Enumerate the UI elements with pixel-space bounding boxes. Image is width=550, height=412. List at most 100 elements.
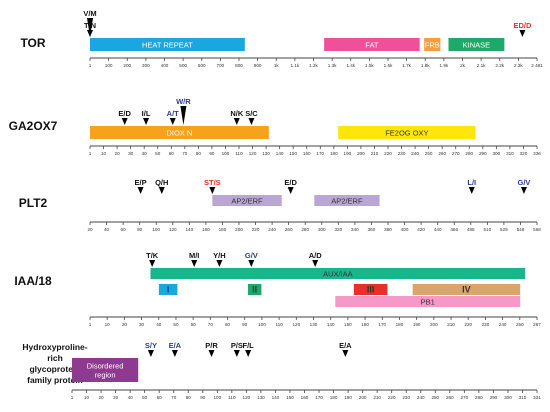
axis-tick-label: 240 (268, 227, 276, 232)
axis-tick-label: 50 (142, 395, 148, 400)
mutation-marker (216, 260, 223, 267)
axis-tick-label: 20 (87, 227, 93, 232)
domain-label: FE2OG OXY (385, 129, 428, 138)
axis-tick-label: 20 (99, 395, 105, 400)
gene-label-ga2ox7: GA2OX7 (9, 119, 58, 133)
domain-label: IV (462, 285, 471, 295)
mutation-marker (180, 106, 187, 125)
axis-tick-label: 80 (196, 151, 202, 156)
axis-tick-label: 140 (272, 395, 280, 400)
domain-label-line: AP2/ERF (331, 197, 363, 206)
domain-label: III (367, 285, 375, 295)
domain-label-line: FE2OG OXY (385, 129, 428, 138)
axis-tick-label: 100 (213, 395, 221, 400)
axis-tick-label: 120 (243, 395, 251, 400)
axis-tick-label: 180 (396, 322, 404, 327)
axis-tick-label: 210 (447, 322, 455, 327)
axis-tick-label: 190 (344, 395, 352, 400)
gene-label-line: Hydroxyproline- (22, 342, 87, 352)
mutation-label: P/S (231, 341, 243, 350)
axis-tick-label: 2.2k (495, 63, 504, 68)
domain-kinase (448, 38, 505, 51)
domain-frb (424, 38, 441, 51)
domain-pb1 (335, 296, 521, 307)
axis-tick-label: 300 (318, 227, 326, 232)
mutation-label: E/A (169, 341, 182, 350)
axis-tick-label: 420 (417, 227, 425, 232)
mutation-label: E/D (284, 178, 297, 187)
axis-tick-label: 1.2k (309, 63, 318, 68)
mutation-label: Q/H (155, 178, 168, 187)
domain-label-line: FAT (365, 41, 379, 50)
axis-tick-label: 20 (115, 151, 121, 156)
axis-tick-label: 210 (371, 151, 379, 156)
axis-tick-label: 380 (384, 227, 392, 232)
mutation-marker (245, 350, 252, 357)
gene-label-line: rich (47, 353, 63, 363)
axis-tick-label: 331 (533, 395, 541, 400)
axis-tick-label: 250 (516, 322, 524, 327)
gene-label-line: family protein (27, 375, 83, 385)
mutation-label: E/P (135, 178, 147, 187)
axis-tick-label: 100 (258, 322, 266, 327)
gene-track-hrgp: Hydroxyproline-rich glycoprotein family pr… (22, 341, 541, 400)
axis-tick-label: 160 (301, 395, 309, 400)
mutation-label: T/K (146, 251, 159, 260)
mutation-marker (143, 118, 150, 125)
axis-tick-label: 230 (402, 395, 410, 400)
axis-tick-label: 70 (171, 395, 177, 400)
axis-tick-label: 1 (89, 322, 92, 327)
mutation-label: A/D (309, 251, 323, 260)
domain-label: AP2/ERF (331, 197, 363, 206)
axis-tick-label: 1.3k (328, 63, 337, 68)
axis-tick-label: 1.4k (346, 63, 355, 68)
axis-tick-label: 250 (425, 151, 433, 156)
axis-tick-label: 1.8k (421, 63, 430, 68)
gene-label-line: PLT2 (19, 196, 48, 210)
domain-label-line: AUX/IAA (323, 270, 353, 279)
mutation-label: I/L (142, 109, 151, 118)
axis-tick-label: 568 (533, 227, 541, 232)
axis-tick-label: 1.1k (291, 63, 300, 68)
axis-tick-label: 40 (128, 395, 134, 400)
axis-tick-label: 80 (137, 227, 143, 232)
domain-label-line: II (252, 285, 257, 295)
mutation-label: P/R (205, 341, 218, 350)
mutation-label: M/I (189, 251, 199, 260)
axis-tick-label: 220 (388, 395, 396, 400)
axis-tick-label: 40 (104, 227, 110, 232)
domain-iii (353, 284, 388, 295)
axis-tick-label: 200 (123, 63, 131, 68)
axis-tick-label: 529 (500, 227, 508, 232)
mutation-marker (519, 30, 526, 37)
domain-label: II (252, 285, 257, 295)
axis-tick-label: 1.6k (384, 63, 393, 68)
gene-track-iaa18: IAA/181 10 20 30 40 50 60 70 80 90 100 110 120 130 140… (14, 251, 541, 327)
axis-tick-label: 1k (274, 63, 280, 68)
gene-track-plt2: PLT2 20 40 60 80 100 120 140 160 180 200 220 240 260 2… (19, 178, 542, 232)
axis-tick-label: 800 (235, 63, 243, 68)
axis-tick-label: 280 (301, 227, 309, 232)
axis-tick-label: 160 (361, 322, 369, 327)
axis-tick-label: 2k (460, 63, 466, 68)
domain-label: PB1 (421, 298, 435, 307)
mutation-label: S/C (245, 109, 258, 118)
gene-label-plt2: PLT2 (19, 196, 48, 210)
mutation-marker (208, 350, 215, 357)
axis-tick-label: 220 (384, 151, 392, 156)
mutation-label: V/M (83, 9, 96, 18)
axis-tick-label: 230 (482, 322, 490, 327)
mutation-label: E/D (118, 109, 131, 118)
axis-tick-label: 60 (169, 151, 175, 156)
axis-tick-label: 500 (179, 63, 187, 68)
axis-tick-label: 290 (490, 395, 498, 400)
axis-tick-label: 110 (235, 151, 243, 156)
domain-label-line: FRB (425, 41, 440, 50)
axis-tick-label: 20 (122, 322, 128, 327)
mutation-label: G/V (517, 178, 530, 187)
domain-label: KINASE (463, 41, 491, 50)
domain-label: HEAT REPEAT (142, 41, 193, 50)
axis-tick-label: 70 (182, 151, 188, 156)
axis-tick-label: 90 (200, 395, 206, 400)
domain-label-line: PB1 (421, 298, 435, 307)
